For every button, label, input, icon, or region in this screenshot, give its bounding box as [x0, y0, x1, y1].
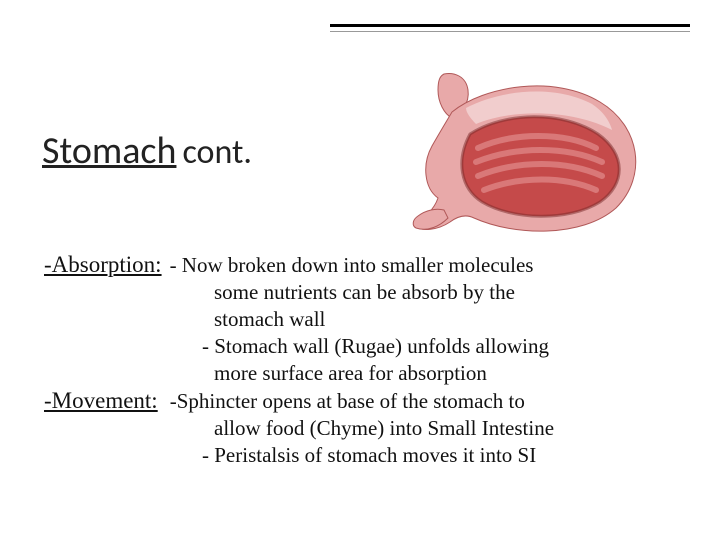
stomach-illustration [404, 68, 652, 238]
absorption-line-4: more surface area for absorption [44, 360, 684, 387]
movement-label: -Movement: [44, 388, 158, 414]
absorption-line-3: - Stomach wall (Rugae) unfolds allowing [44, 333, 684, 360]
movement-row: -Movement: -Sphincter opens at base of t… [44, 388, 684, 415]
movement-line-2: - Peristalsis of stomach moves it into S… [44, 442, 684, 469]
movement-line-0: -Sphincter opens at base of the stomach … [158, 388, 684, 415]
movement-line-1: allow food (Chyme) into Small Intestine [44, 415, 684, 442]
absorption-row: -Absorption: - Now broken down into smal… [44, 252, 684, 279]
absorption-line-2: stomach wall [44, 306, 684, 333]
deco-line-thick [330, 24, 690, 27]
absorption-label: -Absorption: [44, 252, 162, 278]
slide: Stomachcont. -Absorption: - Now broken [0, 0, 720, 540]
decorative-lines [330, 24, 690, 32]
content-body: -Absorption: - Now broken down into smal… [44, 252, 684, 469]
absorption-line-0: - Now broken down into smaller molecules [162, 252, 684, 279]
absorption-line-1: some nutrients can be absorb by the [44, 279, 684, 306]
slide-title: Stomachcont. [42, 128, 252, 174]
title-underlined: Stomach [42, 128, 176, 174]
deco-line-thin [330, 31, 690, 32]
title-rest: cont. [182, 132, 252, 173]
